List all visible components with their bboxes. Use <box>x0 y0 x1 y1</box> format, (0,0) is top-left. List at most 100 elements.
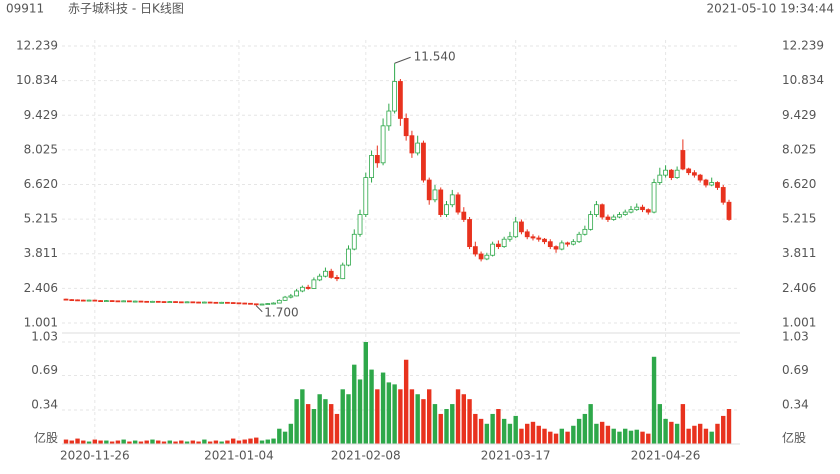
volume-bar <box>190 440 196 444</box>
candle-body <box>449 194 455 206</box>
volume-bar <box>571 425 576 444</box>
candle-body <box>276 299 282 304</box>
candle-body <box>317 275 323 281</box>
candle-body <box>403 118 409 137</box>
candle-body <box>715 182 720 188</box>
volume-bar <box>501 418 507 444</box>
candle-body <box>432 189 438 201</box>
volume-bar <box>663 418 668 444</box>
timestamp: 2021-05-10 19:34:44 <box>707 2 834 16</box>
candle-body <box>467 219 472 248</box>
candle-body <box>605 216 611 220</box>
volume-bar <box>81 440 86 444</box>
candle-body <box>374 155 380 164</box>
volume-bar <box>565 431 570 444</box>
volume-bar <box>398 389 403 444</box>
candle-body <box>576 233 582 243</box>
volume-bar <box>669 421 674 444</box>
max-marker-line <box>394 56 411 64</box>
volume-bar <box>415 394 420 444</box>
volume-bar <box>104 440 109 444</box>
candle-body <box>86 299 92 302</box>
candle-body <box>415 142 421 154</box>
y-tick-label-right: 2.406 <box>782 281 816 295</box>
volume-bar <box>150 439 155 444</box>
candle-body <box>455 194 461 213</box>
candle-body <box>490 243 496 256</box>
volume-bar <box>611 428 616 444</box>
candle-body <box>127 300 132 303</box>
candle-body <box>271 302 276 305</box>
candle-body <box>242 302 248 305</box>
volume-bar <box>242 439 247 444</box>
volume-bar <box>697 423 703 444</box>
candle-body <box>299 286 305 292</box>
volume-bar <box>617 431 622 444</box>
volume-bar <box>559 428 565 444</box>
volume-bar <box>409 389 415 444</box>
candle-body <box>674 169 680 178</box>
candle-body <box>421 142 426 181</box>
volume-bar <box>300 389 305 444</box>
volume-bar <box>138 441 144 444</box>
x-tick-label: 2021-02-08 <box>331 449 401 463</box>
candle-body <box>369 155 374 178</box>
y-tick-label-right: 8.025 <box>782 142 816 156</box>
y-tick-label: 10.834 <box>16 73 58 87</box>
volume-bar <box>230 438 236 444</box>
volume-bar <box>421 399 426 444</box>
volume-bar <box>173 441 178 444</box>
volume-bar <box>576 418 582 444</box>
max-marker-label: 11.540 <box>414 50 456 64</box>
volume-bar <box>305 404 311 444</box>
volume-bar <box>202 439 207 444</box>
volume-bar <box>63 439 69 444</box>
volume-bar <box>363 342 368 444</box>
y2-tick-label: 1.03 <box>31 330 58 344</box>
volume-bar <box>254 437 259 444</box>
volume-bar <box>703 428 709 444</box>
candle-body <box>63 298 69 301</box>
volume-bar <box>530 421 536 444</box>
candle-body <box>720 187 726 203</box>
candle-body <box>645 209 651 213</box>
candle-body <box>340 264 346 280</box>
candle-body <box>588 214 594 230</box>
volume-bar <box>156 440 161 444</box>
candle-body <box>207 301 213 304</box>
y-tick-label-right: 6.620 <box>782 177 816 191</box>
candle-body <box>103 300 109 302</box>
candle-body <box>501 238 507 248</box>
candle-body <box>150 300 155 303</box>
volume-bar <box>444 409 449 444</box>
volume-bar <box>375 389 380 444</box>
candle-body <box>507 236 513 240</box>
candle-body <box>495 243 501 248</box>
candle-body <box>173 301 178 303</box>
volume-bar <box>236 440 242 444</box>
volume-bar <box>461 394 466 444</box>
candle-body <box>167 301 173 303</box>
volume-bar <box>623 428 628 444</box>
candle-body <box>622 211 628 215</box>
stock-code: 09911 <box>6 2 44 16</box>
volume-bar <box>167 440 172 444</box>
volume-bar <box>548 431 553 444</box>
volume-bar <box>542 428 547 444</box>
volume-bar <box>438 413 443 444</box>
volume-bar <box>392 384 397 444</box>
volume-bar <box>605 425 611 444</box>
candle-body <box>686 168 692 174</box>
volume-bar <box>127 441 132 444</box>
volume-bar <box>467 399 472 444</box>
volume-bar <box>277 428 282 444</box>
volume-bar <box>628 430 634 444</box>
candle-body <box>184 301 190 304</box>
candle-body <box>138 300 144 303</box>
candle-body <box>109 300 115 302</box>
volume-bar <box>69 440 74 444</box>
volume-bar <box>86 441 92 444</box>
candle-body <box>80 299 86 302</box>
candle-body <box>611 216 617 220</box>
candle-body <box>703 179 709 186</box>
